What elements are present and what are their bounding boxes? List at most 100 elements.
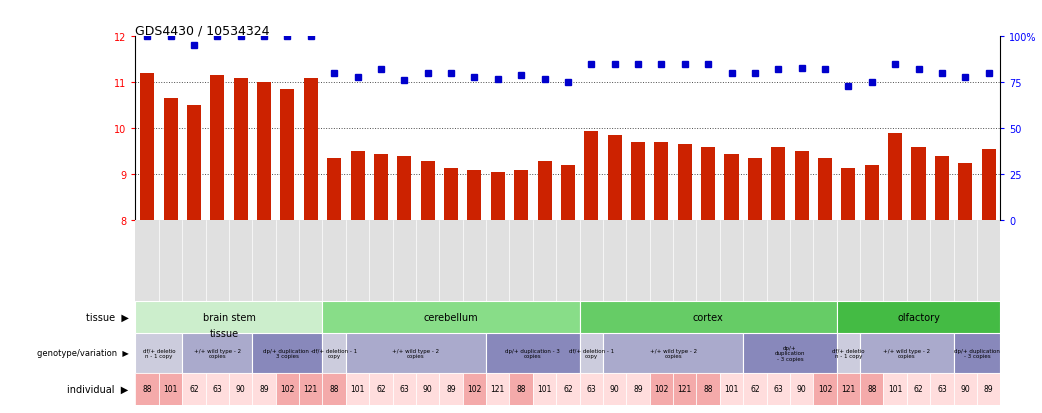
Text: 101: 101	[724, 385, 739, 394]
Text: tissue: tissue	[210, 328, 240, 338]
Bar	[701, 147, 715, 221]
Bar	[182, 333, 252, 373]
Bar	[369, 373, 393, 405]
Bar	[158, 373, 182, 405]
Bar	[276, 373, 299, 405]
Text: 63: 63	[937, 385, 947, 394]
Bar	[650, 373, 673, 405]
Bar	[743, 333, 837, 373]
Bar	[440, 373, 463, 405]
Bar	[510, 373, 532, 405]
Text: 102: 102	[280, 385, 295, 394]
Bar	[931, 373, 953, 405]
Bar	[252, 333, 322, 373]
Text: 88: 88	[703, 385, 713, 394]
Bar	[135, 333, 182, 373]
Text: individual  ▶: individual ▶	[68, 384, 128, 394]
Bar	[982, 150, 996, 221]
Text: 88: 88	[517, 385, 526, 394]
Bar	[814, 373, 837, 405]
Bar	[556, 373, 579, 405]
Bar	[959, 164, 972, 221]
Bar	[837, 333, 860, 373]
Bar	[229, 373, 252, 405]
Bar	[953, 373, 977, 405]
Text: GDS4430 / 10534324: GDS4430 / 10534324	[135, 24, 270, 37]
Bar	[603, 373, 626, 405]
Bar	[953, 333, 1000, 373]
Bar	[346, 333, 486, 373]
Text: +/+ wild type - 2
copies: +/+ wild type - 2 copies	[649, 348, 697, 358]
Bar	[468, 171, 481, 221]
Bar	[257, 83, 271, 221]
Bar	[486, 373, 510, 405]
Text: df/+ deletio
n - 1 copy: df/+ deletio n - 1 copy	[833, 348, 865, 358]
Text: 63: 63	[773, 385, 784, 394]
Text: 101: 101	[538, 385, 551, 394]
Bar	[907, 373, 931, 405]
Text: 62: 62	[750, 385, 760, 394]
Text: 62: 62	[189, 385, 199, 394]
Bar	[603, 333, 743, 373]
Text: 89: 89	[984, 385, 993, 394]
Text: genotype/variation  ▶: genotype/variation ▶	[36, 349, 128, 358]
Bar	[135, 373, 158, 405]
Bar	[538, 161, 551, 221]
Bar	[233, 78, 248, 221]
Text: 62: 62	[563, 385, 573, 394]
Bar	[790, 373, 814, 405]
Text: dp/+ duplication
- 3 copies: dp/+ duplication - 3 copies	[954, 348, 1000, 358]
Bar	[561, 166, 575, 221]
Bar	[935, 157, 949, 221]
Text: 89: 89	[634, 385, 643, 394]
Bar	[327, 159, 341, 221]
Bar	[416, 373, 440, 405]
Text: 63: 63	[587, 385, 596, 394]
Bar	[350, 152, 365, 221]
Bar	[463, 373, 486, 405]
Bar	[771, 147, 786, 221]
Bar	[767, 373, 790, 405]
Bar	[299, 373, 322, 405]
Text: 121: 121	[491, 385, 505, 394]
Bar	[346, 373, 369, 405]
Bar	[977, 373, 1000, 405]
Bar	[696, 373, 720, 405]
Text: 90: 90	[423, 385, 432, 394]
Bar	[607, 136, 622, 221]
Bar	[491, 173, 504, 221]
Text: 62: 62	[914, 385, 923, 394]
Bar	[795, 152, 809, 221]
Bar	[322, 373, 346, 405]
Bar	[532, 373, 556, 405]
Text: 63: 63	[399, 385, 410, 394]
Bar	[860, 333, 953, 373]
Bar	[514, 171, 528, 221]
Text: 63: 63	[213, 385, 222, 394]
Bar	[252, 373, 276, 405]
Text: 88: 88	[867, 385, 876, 394]
Text: dp/+ duplication -
3 copies: dp/+ duplication - 3 copies	[263, 348, 313, 358]
Bar	[304, 78, 318, 221]
Bar	[280, 90, 295, 221]
Bar	[677, 145, 692, 221]
Text: +/+ wild type - 2
copies: +/+ wild type - 2 copies	[194, 348, 241, 358]
Bar	[841, 168, 855, 221]
Bar	[654, 143, 668, 221]
Bar	[579, 373, 603, 405]
Bar	[444, 168, 458, 221]
Text: cortex: cortex	[693, 312, 723, 322]
Text: 121: 121	[303, 385, 318, 394]
Text: df/+ deletio
n - 1 copy: df/+ deletio n - 1 copy	[143, 348, 175, 358]
Text: tissue  ▶: tissue ▶	[85, 312, 128, 322]
Text: df/+ deletion - 1
copy: df/+ deletion - 1 copy	[312, 348, 356, 358]
Text: dp/+
duplication
- 3 copies: dp/+ duplication - 3 copies	[774, 345, 805, 361]
Text: 102: 102	[654, 385, 669, 394]
Bar	[164, 99, 177, 221]
Bar	[837, 301, 1000, 333]
Bar	[912, 147, 925, 221]
Text: 90: 90	[961, 385, 970, 394]
Bar	[322, 333, 346, 373]
Text: dp/+ duplication - 3
copies: dp/+ duplication - 3 copies	[505, 348, 561, 358]
Bar	[210, 76, 224, 221]
